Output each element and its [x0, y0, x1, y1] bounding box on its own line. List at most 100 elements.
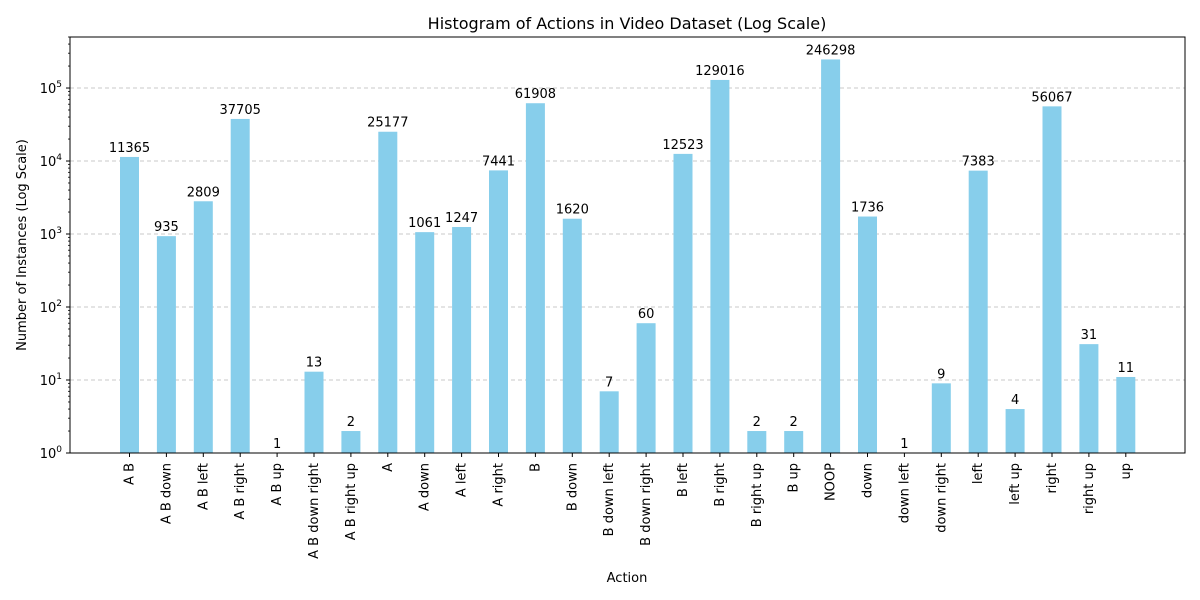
y-axis-label: Number of Instances (Log Scale): [15, 139, 30, 351]
x-tick-label: up: [1119, 463, 1134, 480]
x-tick-label: A B right: [233, 463, 248, 520]
data-label: 13: [306, 356, 323, 371]
data-label: 25177: [367, 116, 408, 131]
x-tick-label: A B up: [270, 463, 285, 506]
bar: [821, 59, 841, 453]
x-tick-label: B down left: [602, 463, 617, 536]
data-label: 246298: [806, 43, 856, 58]
data-label: 9: [937, 367, 945, 382]
bar: [378, 131, 398, 454]
x-tick-label: A down: [418, 463, 433, 511]
data-label: 1061: [408, 216, 441, 231]
y-tick-exponent: 4: [56, 153, 62, 163]
y-tick-mantissa: 10: [40, 228, 57, 243]
data-label: 2: [790, 415, 798, 430]
bar: [673, 153, 693, 453]
x-tick-label: right up: [1082, 463, 1097, 514]
data-label: 7441: [482, 154, 515, 169]
data-label: 60: [638, 307, 655, 322]
bar: [1079, 344, 1099, 453]
bar: [562, 218, 582, 453]
chart-title: Histogram of Actions in Video Dataset (L…: [428, 14, 827, 33]
y-tick-exponent: 0: [56, 445, 62, 455]
data-label: 2: [753, 415, 761, 430]
x-tick-label: down right: [934, 463, 949, 533]
x-tick-label: A: [381, 463, 396, 472]
x-tick-label: B up: [787, 463, 802, 493]
bar: [230, 118, 250, 453]
bar: [304, 371, 324, 453]
x-axis-ticks: A B A B down A B left A B right A B up A B do…: [123, 453, 1134, 559]
y-tick-exponent: 2: [56, 299, 62, 309]
bar: [1005, 409, 1025, 453]
bar: [452, 227, 472, 453]
y-tick-exponent: 3: [56, 226, 62, 236]
bar: [193, 201, 213, 453]
x-tick-label: B left: [676, 463, 691, 497]
y-tick-label: 100: [40, 445, 63, 462]
data-label: 61908: [515, 87, 556, 102]
bar: [636, 323, 656, 453]
bar: [747, 431, 767, 453]
data-label: 37705: [220, 103, 261, 118]
bars: [120, 59, 1136, 454]
data-label: 935: [154, 220, 179, 235]
y-tick-label: 104: [40, 153, 63, 170]
data-label: 1620: [556, 203, 589, 218]
bar: [1116, 376, 1136, 453]
x-tick-label: A left: [455, 463, 470, 497]
y-tick-label: 105: [40, 80, 62, 97]
bar: [710, 79, 730, 454]
bar: [931, 383, 951, 453]
x-tick-label: A B down right: [307, 463, 322, 559]
x-tick-label: A B: [123, 463, 138, 485]
bar: [525, 103, 545, 454]
bar: [415, 232, 435, 453]
data-label: 1736: [851, 201, 884, 216]
x-tick-label: left: [971, 463, 986, 484]
x-tick-label: A B down: [159, 463, 174, 524]
bar: [599, 391, 619, 453]
y-tick-mantissa: 10: [40, 155, 57, 170]
bar: [156, 236, 176, 453]
data-label: 11365: [109, 141, 150, 156]
bar: [120, 156, 139, 453]
x-tick-label: right: [1045, 463, 1060, 494]
data-label: 7: [605, 375, 613, 390]
x-tick-label: down left: [897, 463, 912, 523]
bar: [968, 170, 988, 453]
x-tick-label: B: [528, 463, 543, 472]
y-tick-exponent: 1: [56, 372, 62, 382]
y-tick-label: 101: [40, 372, 62, 389]
data-label: 1: [900, 437, 908, 452]
x-tick-label: B right up: [750, 463, 765, 527]
data-label: 56067: [1031, 90, 1072, 105]
x-tick-label: B down right: [639, 463, 654, 546]
data-label: 12523: [662, 138, 703, 153]
bar: [1042, 106, 1062, 453]
data-label: 7383: [962, 155, 995, 170]
data-label: 31: [1081, 328, 1098, 343]
x-axis-label: Action: [607, 571, 648, 586]
y-tick-label: 103: [40, 226, 62, 243]
data-label: 4: [1011, 393, 1019, 408]
bar: [858, 216, 877, 453]
x-tick-label: B down: [565, 463, 580, 511]
y-tick-label: 102: [40, 299, 62, 316]
data-label: 11: [1118, 361, 1135, 376]
y-tick-exponent: 5: [56, 80, 62, 90]
data-label: 1247: [445, 211, 478, 226]
y-tick-mantissa: 10: [40, 374, 57, 389]
x-tick-label: A B left: [196, 463, 211, 510]
data-label: 2809: [187, 185, 220, 200]
bar: [489, 170, 508, 454]
y-tick-mantissa: 10: [40, 301, 57, 316]
y-tick-mantissa: 10: [40, 447, 57, 462]
x-tick-label: down: [861, 463, 876, 498]
x-tick-label: NOOP: [824, 463, 839, 501]
bar: [341, 431, 361, 453]
data-label: 1: [273, 437, 281, 452]
x-tick-label: A right: [492, 463, 507, 507]
